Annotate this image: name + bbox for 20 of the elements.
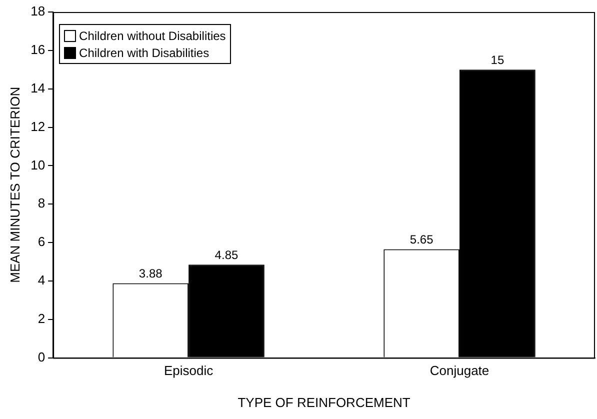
x-tick-label: Conjugate [430, 363, 490, 378]
y-tick-label: 0 [38, 349, 46, 364]
legend-label: Children without Disabilities [79, 28, 226, 42]
y-axis-title: MEAN MINUTES TO CRITERION [7, 86, 22, 283]
y-tick-label: 10 [30, 157, 46, 172]
legend-label: Children with Disabilities [79, 46, 210, 60]
data-label: 3.88 [138, 266, 163, 281]
y-tick-label: 2 [38, 310, 46, 326]
y-tick-label: 6 [38, 234, 46, 250]
y-tick-label: 14 [30, 80, 46, 96]
data-label: 15 [490, 52, 504, 67]
x-axis-title: TYPE OF REINFORCEMENT [238, 394, 410, 410]
y-tick-label: 12 [30, 118, 46, 134]
data-label: 4.85 [214, 248, 238, 262]
y-tick-label: 8 [38, 196, 46, 211]
y-tick-label: 16 [30, 42, 46, 57]
y-tick-label: 18 [30, 4, 46, 19]
data-label: 5.65 [410, 232, 434, 247]
y-tick-label: 4 [38, 272, 46, 288]
x-tick-label: Episodic [164, 363, 214, 378]
